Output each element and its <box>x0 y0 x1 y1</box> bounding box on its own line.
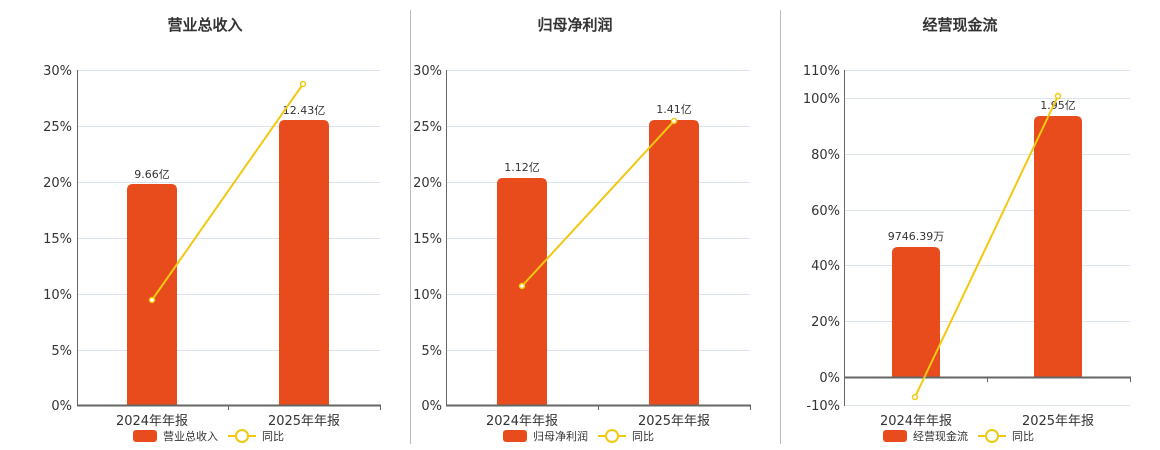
y-tick: 0% <box>819 371 840 386</box>
x-tick: 2024年年报 <box>116 414 188 429</box>
bar-value-label: 12.43亿 <box>283 104 326 117</box>
line-legend-icon[interactable] <box>228 429 256 443</box>
y-tick: 100% <box>803 92 840 107</box>
line-point[interactable] <box>299 80 307 88</box>
y-tick: 110% <box>803 64 840 79</box>
y-tick: 25% <box>413 120 442 135</box>
x-tick: 2025年年报 <box>1022 414 1094 429</box>
line-point[interactable] <box>518 282 526 290</box>
bar-series <box>127 120 329 405</box>
line-legend-icon[interactable] <box>598 429 626 443</box>
x-tick: 2024年年报 <box>880 414 952 429</box>
legend-label-line[interactable]: 同比 <box>1012 430 1034 443</box>
chart-legend: 经营现金流 同比 <box>883 428 1034 444</box>
y-tick: 20% <box>413 176 442 191</box>
bar-2025[interactable] <box>1034 116 1082 377</box>
y-tick: 5% <box>51 344 72 359</box>
y-tick: 0% <box>421 399 442 414</box>
line-point[interactable] <box>911 393 919 401</box>
x-tick: 2025年年报 <box>268 414 340 429</box>
bar-2024[interactable] <box>497 178 547 405</box>
legend-label-bar[interactable]: 营业总收入 <box>163 430 218 443</box>
y-tick: 20% <box>43 176 72 191</box>
bar-value-label: 1.12亿 <box>504 161 540 174</box>
bar-series <box>892 116 1082 377</box>
yoy-line-series <box>148 80 307 304</box>
y-tick: -10% <box>806 399 840 414</box>
bar-2024[interactable] <box>892 247 940 377</box>
chart-plot: 30% 25% 20% 15% 10% 5% 0% 1.12亿 1.41亿 20… <box>413 64 751 429</box>
y-tick: 25% <box>43 120 72 135</box>
line-point[interactable] <box>670 117 678 125</box>
line-point[interactable] <box>148 296 156 304</box>
legend-label-line[interactable]: 同比 <box>632 430 654 443</box>
x-tick: 2024年年报 <box>486 414 558 429</box>
bar-legend-swatch[interactable] <box>503 430 527 442</box>
bar-legend-swatch[interactable] <box>883 430 907 442</box>
chart-panel-net-profit: 归母净利润 30% 25% 20% 15% 10% 5% 0% 1.12亿 1.… <box>370 0 780 450</box>
legend-label-bar[interactable]: 归母净利润 <box>533 430 588 443</box>
chart-panel-revenue: 营业总收入 30% 25% 20% 15% 10% 5% 0% <box>0 0 410 450</box>
grid-lines <box>77 70 380 351</box>
y-tick: 80% <box>811 148 840 163</box>
panel-divider <box>410 10 411 444</box>
bar-value-label: 1.41亿 <box>656 103 692 116</box>
y-tick: 30% <box>413 64 442 79</box>
y-tick: 10% <box>413 288 442 303</box>
chart-title: 营业总收入 <box>167 16 243 34</box>
y-axis-ticks: 30% 25% 20% 15% 10% 5% 0% <box>413 64 442 414</box>
grid-lines <box>844 70 1130 406</box>
legend-label-bar[interactable]: 经营现金流 <box>913 430 968 443</box>
grid-lines <box>446 70 750 351</box>
y-tick: 0% <box>51 399 72 414</box>
chart-plot: 110% 100% 80% 60% 40% 20% 0% -10% 9746.3… <box>803 64 1131 429</box>
bar-2025[interactable] <box>279 120 329 405</box>
bar-2025[interactable] <box>649 120 699 405</box>
chart-plot: 30% 25% 20% 15% 10% 5% 0% 9.66亿 12.43亿 2… <box>43 64 381 429</box>
y-tick: 20% <box>811 315 840 330</box>
y-tick: 15% <box>43 232 72 247</box>
bar-2024[interactable] <box>127 184 177 405</box>
legend-label-line[interactable]: 同比 <box>262 430 284 443</box>
chart-title: 经营现金流 <box>922 16 998 34</box>
y-tick: 10% <box>43 288 72 303</box>
yoy-line-series <box>911 92 1062 401</box>
line-legend-icon[interactable] <box>978 429 1006 443</box>
y-tick: 40% <box>811 259 840 274</box>
chart-legend: 归母净利润 同比 <box>503 428 654 444</box>
bar-value-label: 1.95亿 <box>1040 99 1076 112</box>
bar-legend-swatch[interactable] <box>133 430 157 442</box>
bar-series <box>497 120 699 405</box>
y-axis-ticks: 110% 100% 80% 60% 40% 20% 0% -10% <box>803 64 840 414</box>
y-axis-ticks: 30% 25% 20% 15% 10% 5% 0% <box>43 64 72 414</box>
line-point[interactable] <box>1054 92 1062 100</box>
chart-title: 归母净利润 <box>537 16 613 34</box>
y-tick: 5% <box>421 344 442 359</box>
yoy-line-series <box>518 117 678 290</box>
panel-divider <box>780 10 781 444</box>
chart-panel-operating-cashflow: 经营现金流 110% 100% 80% 60% 40% 20% 0% -10% <box>760 0 1160 450</box>
x-tick: 2025年年报 <box>638 414 710 429</box>
y-tick: 60% <box>811 204 840 219</box>
bar-value-label: 9746.39万 <box>888 230 945 243</box>
chart-legend: 营业总收入 同比 <box>133 428 284 444</box>
y-tick: 30% <box>43 64 72 79</box>
y-tick: 15% <box>413 232 442 247</box>
bar-value-label: 9.66亿 <box>134 168 170 181</box>
